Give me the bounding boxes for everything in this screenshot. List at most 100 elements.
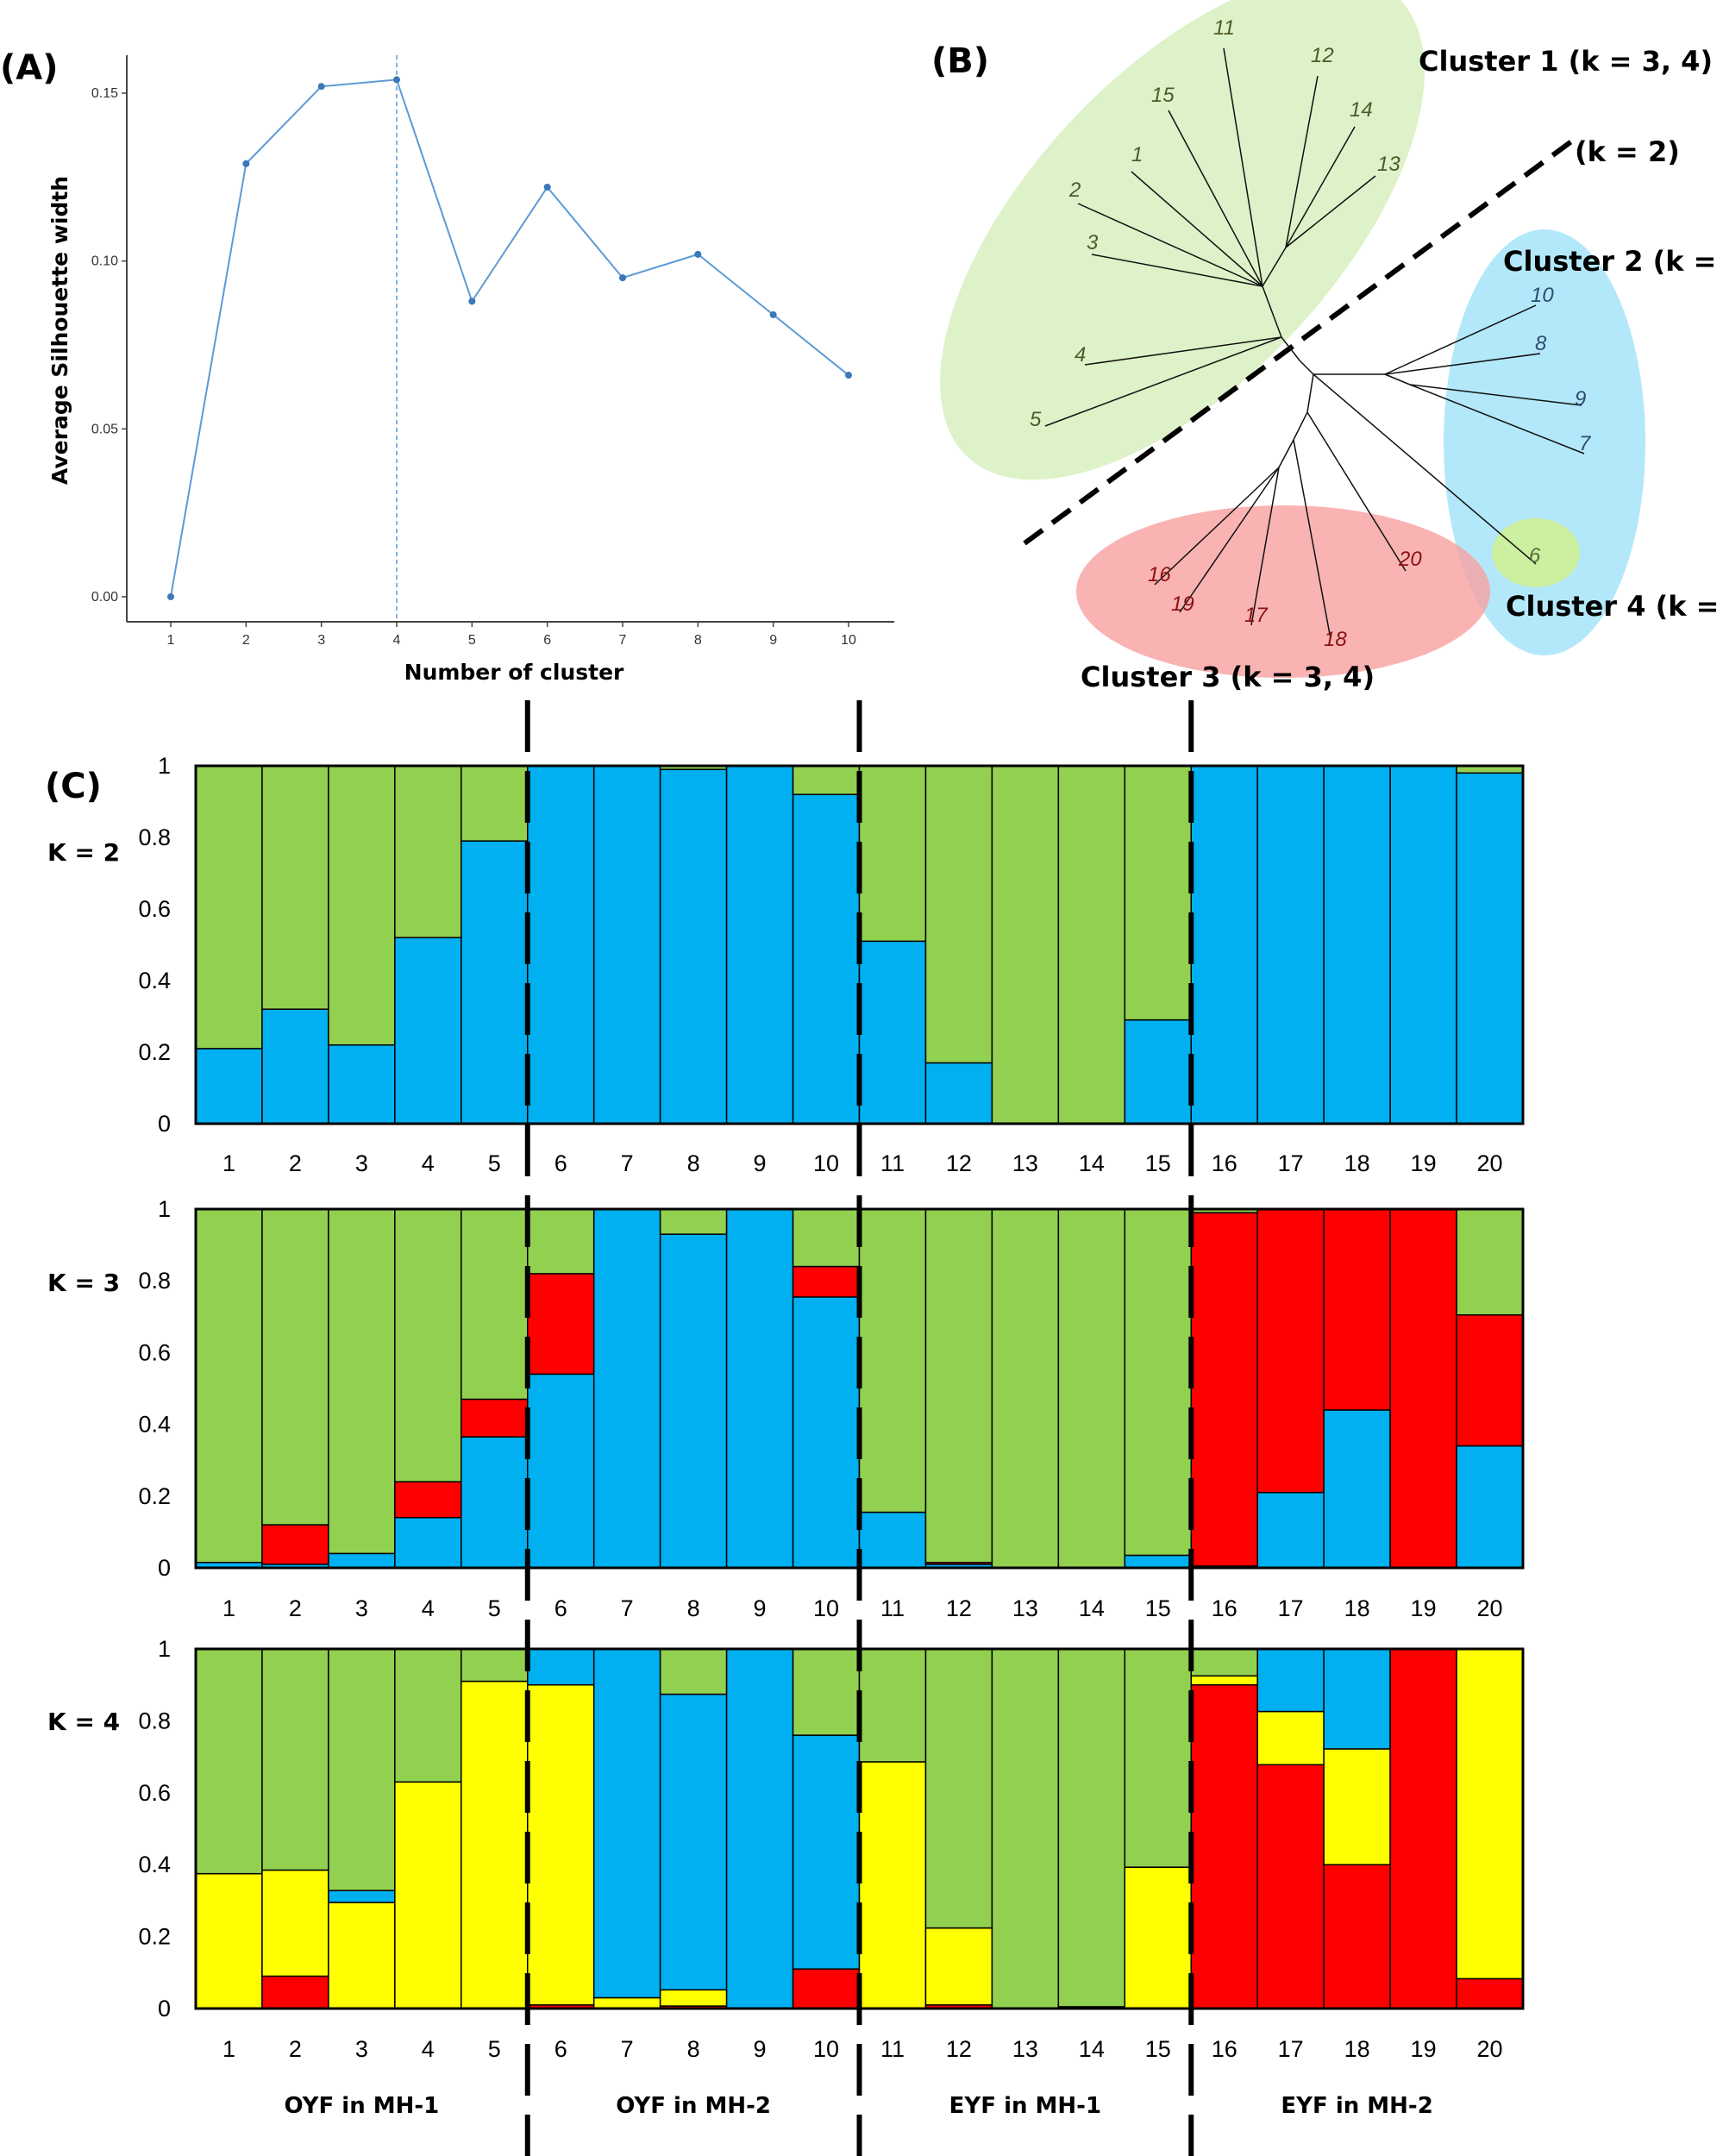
leaf-label: 16	[1148, 563, 1171, 586]
bar-segment-yellow	[858, 1761, 927, 2009]
data-point	[543, 184, 551, 191]
bar-label: 4	[422, 1150, 435, 1176]
tree-branch	[1285, 126, 1356, 248]
bar-segment-blue	[592, 1208, 661, 1569]
tree-branch	[1278, 439, 1294, 468]
bar-17	[1256, 765, 1325, 1125]
bar-segment-red	[527, 1273, 595, 1376]
bar-label: 3	[355, 1595, 368, 1621]
bar-12	[924, 1648, 993, 2009]
leaf-label: 11	[1213, 16, 1235, 40]
x-tick-label: 4	[393, 633, 401, 648]
bar-segment-red	[261, 1524, 329, 1565]
bar-10	[792, 765, 861, 1125]
bar-segment-yellow	[261, 1869, 329, 1977]
bar-label: 15	[1145, 1150, 1171, 1176]
bar-segment-yellow	[1256, 1710, 1325, 1766]
tree-branch	[1168, 110, 1263, 287]
bar-segment-yellow	[328, 1902, 396, 2009]
bar-segment-green	[394, 1648, 462, 1783]
bar-17	[1256, 1208, 1325, 1569]
bar-segment-yellow	[527, 1683, 595, 2006]
bar-segment-green	[991, 1648, 1060, 2009]
bar-segment-green	[1057, 765, 1126, 1125]
tree-branch	[1131, 171, 1263, 287]
leaf-label: 12	[1311, 44, 1334, 67]
bar-segment-red	[1323, 1208, 1391, 1411]
bar-label: 6	[554, 1150, 567, 1176]
bar-segment-blue	[858, 940, 927, 1125]
tree-branch	[1044, 336, 1282, 427]
bar-segment-green	[328, 1208, 396, 1555]
bar-14	[1057, 1208, 1126, 1569]
bar-segment-green	[195, 1208, 263, 1564]
x-tick-label: 2	[242, 633, 250, 648]
bar-segment-green	[1124, 1648, 1193, 1868]
bar-14	[1057, 765, 1126, 1125]
bar-11	[858, 1208, 927, 1569]
bar-segment-green	[461, 765, 529, 842]
k-label: K = 3	[47, 1269, 120, 1297]
tree-branch	[1223, 47, 1263, 287]
bar-segment-red	[1456, 1977, 1524, 2009]
tree-branch	[1285, 175, 1376, 248]
tree-branch	[1250, 467, 1280, 626]
bar-segment-blue	[1124, 1018, 1193, 1125]
bar-segment-green	[792, 765, 861, 795]
bar-label: 12	[946, 2036, 972, 2062]
group-label: EYF in MH-2	[1281, 2093, 1432, 2119]
bar-label: 3	[355, 2036, 368, 2062]
admixture-bar-charts: K = 200.20.40.60.811 2 3 4 5 6 7 8 9 10 11 12 13 14 15…	[47, 700, 1525, 2156]
tree-branch	[1285, 75, 1319, 248]
tree-branch	[1384, 373, 1411, 385]
bar-label: 12	[946, 1595, 972, 1621]
bar-label: 17	[1278, 1595, 1304, 1621]
y-tick-label: 0.8	[138, 824, 171, 850]
leaf-label: 15	[1151, 84, 1175, 107]
bar-15	[1124, 1208, 1193, 1569]
bar-segment-blue	[924, 1062, 993, 1125]
k-label: K = 2	[47, 838, 120, 867]
x-tick-label: 5	[468, 633, 476, 648]
bar-segment-green	[261, 1208, 329, 1526]
bar-segment-green	[1057, 1648, 1126, 2008]
bar-segment-blue	[1389, 765, 1457, 1125]
bar-segment-red	[792, 1968, 861, 2009]
data-point	[769, 310, 777, 318]
bar-label: 18	[1344, 1595, 1370, 1621]
bar-label: 7	[621, 1595, 634, 1621]
data-point	[317, 83, 325, 91]
bar-segment-yellow	[1190, 1675, 1258, 1686]
data-point	[619, 274, 626, 282]
leaf-label: 5	[1030, 408, 1042, 431]
bar-segment-green	[858, 1208, 927, 1514]
bar-segment-green	[1124, 1208, 1193, 1557]
bar-4	[394, 1208, 462, 1569]
cluster2-label: Cluster 2 (k = 3)	[1503, 245, 1723, 278]
leaf-label: 13	[1377, 153, 1400, 176]
y-tick-label: 0.6	[138, 1339, 171, 1365]
bar-segment-green	[1190, 1648, 1258, 1677]
tree-branch	[1409, 384, 1585, 454]
bar-label: 1	[222, 1595, 235, 1621]
bar-20	[1456, 765, 1524, 1125]
data-point	[468, 298, 476, 305]
bar-6	[527, 1648, 595, 2009]
bar-3	[328, 1208, 396, 1569]
bar-segment-blue	[527, 1648, 595, 1686]
bar-label: 13	[1012, 1150, 1038, 1176]
cluster4-label: Cluster 4 (k = 4)	[1506, 590, 1723, 623]
bar-segment-yellow	[1323, 1748, 1391, 1865]
bar-segment-green	[261, 1648, 329, 1871]
bar-6	[527, 765, 595, 1125]
bar-label: 16	[1212, 2036, 1237, 2062]
x-tick-label: 3	[317, 633, 325, 648]
bar-label: 19	[1411, 2036, 1437, 2062]
bar-segment-red	[1456, 1313, 1524, 1447]
bar-label: 7	[621, 2036, 634, 2062]
bar-segment-red	[1190, 1683, 1258, 2009]
bar-segment-blue	[725, 1648, 794, 2009]
bar-9	[725, 765, 794, 1125]
bar-chart-k2: K = 200.20.40.60.811 2 3 4 5 6 7 8 9 10 11 12 13 14 15…	[47, 753, 1525, 1176]
